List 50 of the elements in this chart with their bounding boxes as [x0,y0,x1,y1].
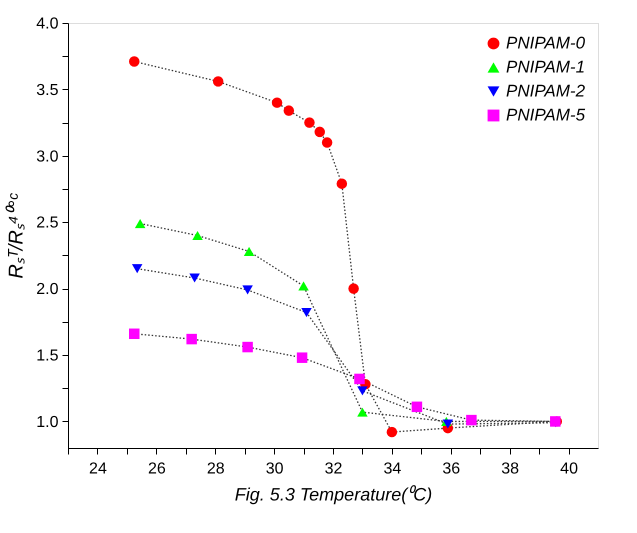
point [129,56,140,67]
point [336,178,348,189]
x-tick-label: 26 [148,460,166,478]
legend-label: PNIPAM-5 [506,106,586,124]
point [301,308,312,318]
x-tick-label: 40 [560,460,578,478]
point [357,386,368,396]
point [442,420,454,429]
point [466,414,477,426]
point [314,126,325,138]
y-tick-label: 1.0 [36,414,59,431]
y-tick-label: 3.0 [36,148,59,166]
y-axis-title: Rₛᵀ/Rₛ⁴⁰°ᶜ [4,192,28,279]
point [132,264,142,274]
legend-label: PNIPAM-1 [506,58,586,76]
x-tick-label: 28 [206,460,225,478]
y-tick-label: 3.5 [36,82,59,99]
x-tick-label: 32 [324,460,342,478]
point [412,402,422,412]
point [242,285,253,294]
point [192,230,203,240]
x-tick-label: 30 [266,460,284,478]
point [189,273,200,283]
point [386,426,398,438]
point [296,352,308,363]
point [298,281,309,291]
point [272,97,282,108]
point [284,105,294,116]
x-tick-label: 34 [383,460,402,478]
point [348,283,359,294]
point [354,374,365,384]
y-tick-label: 2.0 [36,281,59,298]
point [304,117,315,128]
x-tick-label: 36 [442,460,460,478]
y-tick-label: 2.5 [36,214,59,232]
point [129,328,140,340]
point [212,76,224,87]
y-tick-label: 1.5 [36,348,59,365]
point [244,246,254,256]
x-tick-label: 24 [89,460,107,478]
point [322,137,332,148]
y-tick-label: 4.0 [36,16,59,32]
point [186,334,197,344]
legend-label: PNIPAM-0 [506,34,586,52]
x-axis-title: Fig. 5.3 Temperature(⁰C) [234,484,432,504]
point [134,219,146,228]
point [242,342,253,352]
point [357,408,368,417]
x-tick-label: 38 [501,460,520,478]
legend-label: PNIPAM-2 [506,82,586,100]
